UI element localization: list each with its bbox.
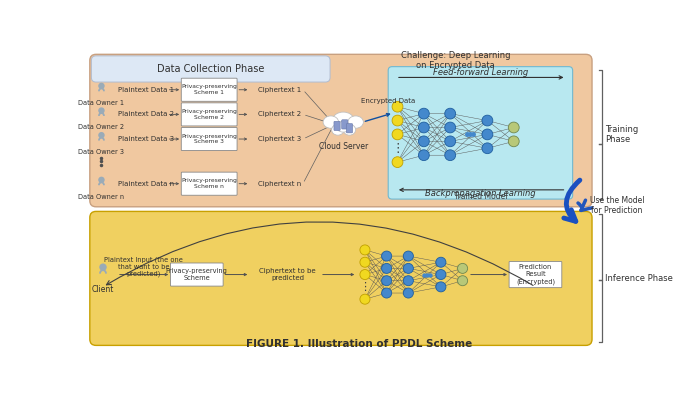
Circle shape — [436, 282, 446, 292]
Text: FIGURE 1. Illustration of PPDL Scheme: FIGURE 1. Illustration of PPDL Scheme — [246, 339, 472, 349]
Text: Backpropagation Learning: Backpropagation Learning — [425, 189, 536, 198]
Circle shape — [444, 122, 456, 133]
Circle shape — [419, 136, 429, 147]
Circle shape — [360, 294, 370, 304]
Text: Training
Phase: Training Phase — [606, 125, 638, 144]
Ellipse shape — [332, 124, 344, 135]
Text: Ciphertext to be
predicted: Ciphertext to be predicted — [259, 268, 316, 281]
Text: Plaintext Input (the one
that want to be
predicted): Plaintext Input (the one that want to be… — [104, 256, 183, 277]
Text: Privacy-preserving
Scheme 1: Privacy-preserving Scheme 1 — [181, 85, 237, 95]
Text: Use the Model
for Prediction: Use the Model for Prediction — [589, 196, 644, 215]
Circle shape — [419, 122, 429, 133]
Text: Plaintext Data 3: Plaintext Data 3 — [118, 136, 174, 142]
Circle shape — [99, 177, 104, 182]
Text: Encrypted Data: Encrypted Data — [361, 98, 415, 104]
Circle shape — [403, 276, 414, 286]
Circle shape — [403, 251, 414, 261]
Circle shape — [392, 157, 403, 167]
Circle shape — [360, 245, 370, 255]
FancyBboxPatch shape — [181, 78, 237, 101]
Circle shape — [100, 264, 106, 270]
FancyBboxPatch shape — [181, 172, 237, 195]
FancyBboxPatch shape — [90, 211, 592, 345]
FancyBboxPatch shape — [346, 124, 353, 133]
Text: Privacy-preserving
Scheme: Privacy-preserving Scheme — [166, 268, 228, 281]
Circle shape — [508, 136, 519, 147]
Circle shape — [403, 263, 414, 273]
Text: Feed-forward Learning: Feed-forward Learning — [433, 68, 528, 77]
Text: Prediction
Result
(Encrypted): Prediction Result (Encrypted) — [516, 264, 555, 285]
Ellipse shape — [336, 121, 350, 132]
Circle shape — [382, 288, 392, 298]
Circle shape — [99, 108, 104, 113]
FancyBboxPatch shape — [181, 128, 237, 150]
Circle shape — [458, 263, 468, 273]
Circle shape — [419, 108, 429, 119]
FancyBboxPatch shape — [90, 55, 592, 207]
Ellipse shape — [323, 116, 339, 128]
Text: Privacy-preserving
Scheme n: Privacy-preserving Scheme n — [181, 178, 237, 189]
FancyBboxPatch shape — [181, 103, 237, 126]
Circle shape — [482, 143, 493, 154]
Text: Client: Client — [92, 284, 114, 293]
Text: Plaintext Data n: Plaintext Data n — [118, 181, 174, 187]
Circle shape — [458, 276, 468, 286]
FancyBboxPatch shape — [389, 67, 573, 199]
FancyBboxPatch shape — [342, 120, 348, 129]
Text: Data Owner 2: Data Owner 2 — [78, 124, 125, 130]
Circle shape — [99, 83, 104, 88]
Text: Ciphertext 3: Ciphertext 3 — [258, 136, 301, 142]
Text: Inference Phase: Inference Phase — [606, 274, 673, 283]
Ellipse shape — [333, 112, 354, 126]
Text: Trained Model: Trained Model — [454, 192, 508, 201]
Circle shape — [444, 136, 456, 147]
Circle shape — [436, 257, 446, 267]
Circle shape — [392, 101, 403, 112]
Text: Privacy-preserving
Scheme 2: Privacy-preserving Scheme 2 — [181, 109, 237, 120]
Text: ⋮: ⋮ — [391, 142, 404, 155]
FancyArrowPatch shape — [578, 200, 592, 211]
Circle shape — [382, 251, 392, 261]
Text: Cloud Server: Cloud Server — [318, 142, 368, 151]
FancyArrowPatch shape — [106, 222, 533, 286]
Text: Data Collection Phase: Data Collection Phase — [157, 64, 265, 74]
FancyArrowPatch shape — [564, 180, 580, 221]
Text: Plaintext Data 1: Plaintext Data 1 — [118, 87, 174, 93]
Ellipse shape — [348, 116, 363, 128]
Circle shape — [482, 129, 493, 140]
Circle shape — [444, 150, 456, 161]
Text: Data Owner n: Data Owner n — [78, 194, 125, 200]
Circle shape — [99, 133, 104, 138]
Circle shape — [444, 108, 456, 119]
Circle shape — [382, 276, 392, 286]
Text: Ciphertext 1: Ciphertext 1 — [258, 87, 301, 93]
Text: ⋮: ⋮ — [359, 282, 370, 292]
Circle shape — [403, 288, 414, 298]
FancyBboxPatch shape — [170, 263, 223, 286]
Text: Data Owner 3: Data Owner 3 — [78, 149, 125, 155]
FancyBboxPatch shape — [509, 261, 562, 288]
Circle shape — [360, 257, 370, 267]
Circle shape — [436, 269, 446, 280]
Text: Plaintext Data 2: Plaintext Data 2 — [118, 111, 174, 117]
Text: Ciphertext n: Ciphertext n — [258, 181, 301, 187]
Ellipse shape — [343, 124, 356, 135]
Circle shape — [382, 263, 392, 273]
Circle shape — [508, 122, 519, 133]
Text: Ciphertext 2: Ciphertext 2 — [258, 111, 301, 117]
Circle shape — [419, 150, 429, 161]
Circle shape — [482, 115, 493, 126]
FancyBboxPatch shape — [334, 121, 340, 131]
Circle shape — [392, 115, 403, 126]
Circle shape — [360, 269, 370, 280]
Text: Privacy-preserving
Scheme 3: Privacy-preserving Scheme 3 — [181, 134, 237, 145]
Text: Data Owner 1: Data Owner 1 — [78, 100, 125, 106]
Text: Challenge: Deep Learning
on Encrypted Data: Challenge: Deep Learning on Encrypted Da… — [401, 51, 510, 70]
FancyBboxPatch shape — [92, 56, 330, 82]
Circle shape — [392, 129, 403, 140]
